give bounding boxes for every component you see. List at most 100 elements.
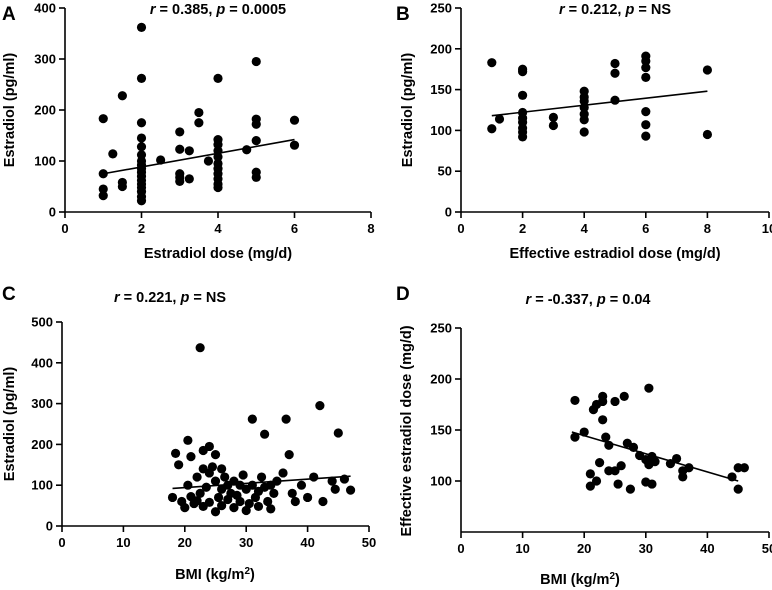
data-point — [183, 435, 193, 445]
data-point — [210, 507, 221, 517]
y-tick-label: 200 — [430, 41, 452, 56]
x-tick-label: 2 — [138, 221, 145, 236]
data-point — [174, 460, 184, 470]
x-tick-label: 8 — [704, 221, 711, 236]
data-point — [251, 136, 261, 146]
data-point — [195, 488, 205, 498]
y-tick-label: 100 — [430, 123, 452, 138]
correlation-annotation: r = 0.212, p = NS — [559, 2, 671, 18]
data-point — [598, 415, 608, 425]
x-tick-label: 20 — [577, 541, 591, 556]
x-tick-label: 10 — [762, 221, 772, 236]
data-point — [194, 107, 204, 118]
data-point — [579, 96, 589, 106]
data-point — [204, 497, 214, 507]
y-tick-label: 0 — [49, 205, 56, 220]
data-point — [601, 432, 611, 442]
y-tick-label: 0 — [46, 519, 53, 534]
data-point — [641, 107, 651, 117]
data-point — [289, 115, 300, 125]
data-point — [610, 396, 620, 407]
x-tick-label: 40 — [700, 541, 714, 556]
regression-line — [103, 138, 295, 175]
data-point — [108, 149, 118, 159]
x-tick-label: 0 — [457, 541, 464, 556]
data-point — [184, 146, 194, 156]
y-axis-label: Estradiol (pg/ml) — [400, 53, 416, 168]
data-point — [647, 479, 657, 489]
x-axis-label: Effective estradiol dose (mg/d) — [509, 246, 720, 262]
x-tick-label: 50 — [762, 541, 772, 556]
data-point — [203, 156, 214, 166]
data-point — [281, 414, 291, 424]
data-point — [303, 492, 313, 503]
data-point — [610, 95, 620, 105]
data-point — [229, 503, 239, 513]
data-point — [278, 468, 288, 478]
data-point — [136, 142, 147, 152]
x-tick-label: 6 — [642, 221, 649, 236]
y-axis-label: Estradiol (pg/ml) — [2, 367, 18, 482]
data-point — [170, 448, 181, 458]
data-point — [678, 472, 688, 482]
data-point — [247, 414, 257, 424]
data-point — [641, 72, 651, 82]
data-point — [585, 481, 595, 491]
data-point — [167, 492, 178, 503]
x-tick-label: 2 — [519, 221, 526, 236]
y-tick-label: 150 — [430, 82, 452, 97]
data-point — [327, 476, 337, 486]
data-point — [309, 472, 319, 482]
data-point — [641, 120, 651, 130]
data-point — [175, 176, 185, 186]
data-point — [213, 182, 223, 193]
data-point — [244, 498, 254, 509]
data-point — [702, 65, 713, 75]
data-point — [253, 501, 264, 512]
data-point — [136, 196, 147, 206]
data-point — [251, 56, 261, 67]
y-axis-label: Effective estradiol dose (mg/d) — [399, 325, 415, 536]
data-point — [315, 401, 325, 411]
data-point — [672, 453, 682, 464]
data-point — [136, 22, 147, 32]
data-point — [194, 118, 204, 128]
data-point — [518, 132, 528, 142]
data-point — [613, 479, 623, 489]
data-point — [548, 120, 559, 131]
data-point — [235, 496, 245, 507]
data-point — [213, 73, 223, 83]
data-point — [269, 488, 279, 498]
data-point — [487, 58, 497, 68]
data-point — [217, 501, 227, 511]
y-tick-label: 150 — [430, 423, 452, 438]
panel-a: A r = 0.385, p = 0.0005 Estradiol dose (… — [2, 1, 375, 263]
data-point — [175, 127, 185, 137]
y-tick-label: 200 — [430, 372, 452, 387]
y-tick-label: 50 — [438, 164, 452, 179]
data-point — [641, 56, 651, 66]
data-point — [595, 458, 605, 468]
data-point — [136, 133, 147, 143]
data-point — [256, 472, 267, 482]
x-tick-label: 50 — [362, 535, 376, 550]
panel-b: B r = 0.212, p = NS Effective estradiol … — [396, 1, 772, 263]
y-tick-label: 200 — [34, 103, 56, 118]
data-point — [739, 463, 749, 473]
x-tick-label: 0 — [58, 535, 65, 550]
x-tick-label: 0 — [457, 221, 464, 236]
data-point — [251, 172, 261, 182]
data-point — [192, 472, 202, 482]
x-tick-label: 10 — [515, 541, 529, 556]
data-point — [98, 191, 108, 201]
data-point — [641, 131, 651, 141]
x-tick-label: 10 — [116, 535, 130, 550]
data-point — [570, 432, 580, 442]
panel-d: D r = -0.337, p = 0.04 BMI (kg/m2) Effec… — [396, 284, 772, 588]
x-axis-label: Estradiol dose (mg/d) — [144, 246, 292, 262]
data-point — [284, 450, 294, 460]
data-point — [330, 484, 340, 494]
x-tick-label: 30 — [639, 541, 653, 556]
x-tick-label: 0 — [61, 221, 68, 236]
